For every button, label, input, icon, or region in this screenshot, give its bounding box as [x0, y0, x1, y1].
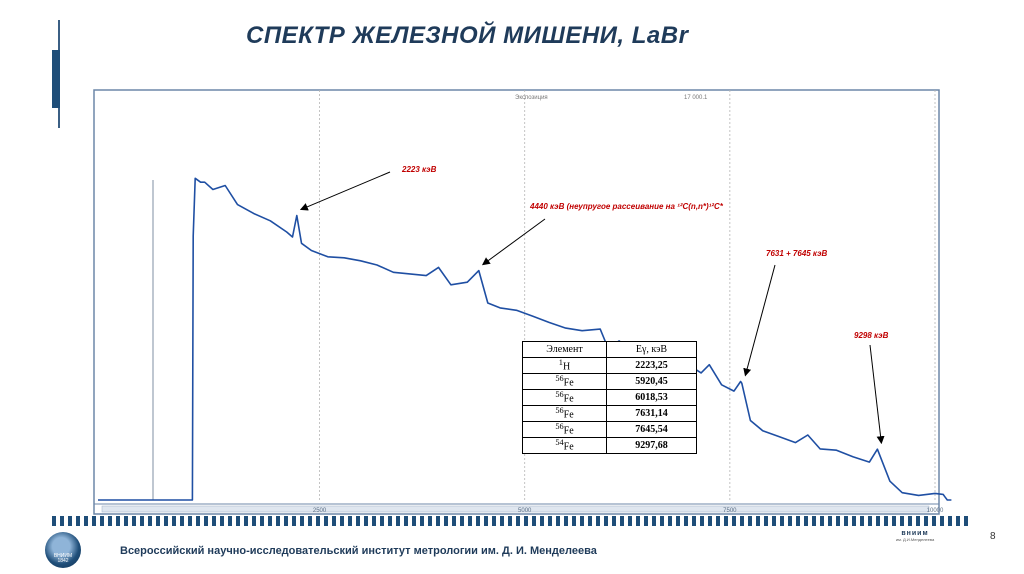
table-cell-element: 56Fe — [522, 373, 607, 390]
table-header-element: Элемент — [522, 341, 607, 358]
left-decor-accent — [52, 50, 60, 108]
table-row: 1H 2223,25 — [522, 357, 697, 374]
page-number: 8 — [990, 531, 996, 542]
spectrum-series-line — [98, 177, 952, 501]
x-scrollbar — [101, 505, 930, 513]
element-symbol: Fe — [563, 409, 574, 421]
vniim-logo-text: ВНИИМ 1842 — [45, 554, 81, 564]
element-symbol: H — [562, 361, 571, 373]
vniim-logo-line-1: ВНИИМ — [53, 553, 73, 559]
table-cell-energy: 2223,25 — [606, 357, 697, 374]
isotope-mass-number: 56 — [555, 374, 564, 384]
x-tick-label-1: 5000 — [518, 508, 532, 514]
annotation-label-1: 4440 кэВ (неупругое рассеивание на ¹²C(n… — [529, 202, 724, 211]
table-row: 54Fe 9297,68 — [522, 437, 697, 454]
hud-label-value: 17 000.1 — [684, 95, 708, 101]
footer-dash-row — [52, 516, 972, 526]
annotation-label-0: 2223 кэВ — [401, 165, 437, 174]
annotation-arrow-0 — [299, 171, 391, 211]
table-cell-energy: 6018,53 — [606, 389, 697, 406]
table-row: 56Fe 5920,45 — [522, 373, 697, 390]
table-cell-element: 56Fe — [522, 405, 607, 422]
annotation-label-3: 9298 кэВ — [854, 331, 889, 340]
vniim-logo: ВНИИМ 1842 — [45, 532, 81, 568]
vniim-brand-text: вниим — [901, 530, 929, 537]
table-row: 56Fe 6018,53 — [522, 389, 697, 406]
institute-name: Всероссийский научно-исследовательский и… — [120, 545, 597, 557]
table-cell-energy: 7645,54 — [606, 421, 697, 438]
table-row: 56Fe 7645,54 — [522, 421, 697, 438]
isotope-mass-number: 54 — [555, 438, 564, 448]
table-cell-element: 1H — [522, 357, 607, 374]
table-cell-energy: 7631,14 — [606, 405, 697, 422]
x-tick-label-3: 10000 — [927, 508, 944, 514]
x-tick-label-2: 7500 — [723, 508, 737, 514]
annotation-arrow-3 — [869, 344, 885, 445]
element-symbol: Fe — [563, 377, 574, 389]
annotation-arrow-1 — [481, 218, 546, 266]
plot-frame — [93, 89, 940, 515]
hud-label-exposure: Экспозиция — [515, 95, 548, 101]
table-cell-energy: 5920,45 — [606, 373, 697, 390]
gamma-lines-table: Элемент Eγ, кэВ 1H 2223,25 56Fe 5920,45 56Fe… — [522, 341, 697, 454]
isotope-mass-number: 56 — [555, 390, 564, 400]
table-header-energy: Eγ, кэВ — [606, 341, 697, 358]
vniim-logo-line-2: 1842 — [57, 558, 69, 564]
x-tick-label-0: 2500 — [313, 508, 327, 514]
element-symbol: Fe — [563, 393, 574, 405]
table-cell-element: 56Fe — [522, 421, 607, 438]
table-cell-element: 54Fe — [522, 437, 607, 454]
slide-title: СПЕКТР ЖЕЛЕЗНОЙ МИШЕНИ, LaBr — [246, 22, 689, 49]
element-symbol: Fe — [563, 425, 574, 437]
vniim-brand-subtext: им. Д.И.Менделеева — [895, 537, 935, 542]
table-header-energy-text: Eγ, кэВ — [635, 344, 668, 355]
isotope-mass-number: 1 — [558, 358, 563, 368]
isotope-mass-number: 56 — [555, 406, 564, 416]
element-symbol: Fe — [563, 441, 574, 453]
vniim-brand-logo: вниим им. Д.И.Менделеева — [885, 530, 945, 542]
table-row: 56Fe 7631,14 — [522, 405, 697, 422]
table-cell-energy: 9297,68 — [606, 437, 697, 454]
annotation-arrow-2 — [743, 264, 776, 377]
table-header-row: Элемент Eγ, кэВ — [522, 341, 697, 358]
table-cell-element: 56Fe — [522, 389, 607, 406]
annotation-label-2: 7631 + 7645 кэВ — [766, 249, 828, 258]
isotope-mass-number: 56 — [555, 422, 564, 432]
